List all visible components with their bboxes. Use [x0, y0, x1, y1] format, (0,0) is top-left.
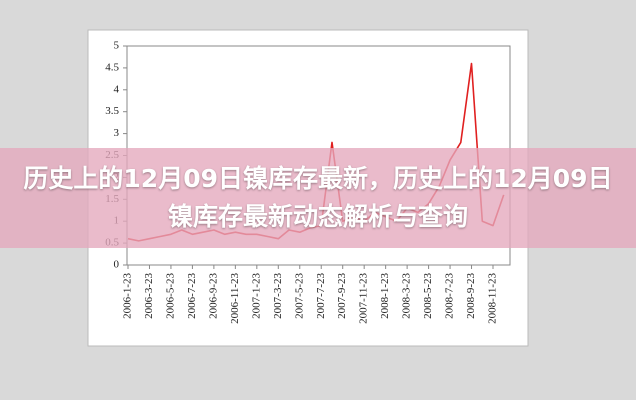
y-tick-label: 3 [114, 127, 120, 139]
title-banner: 历史上的12月09日镍库存最新，历史上的12月09日镍库存最新动态解析与查询 [0, 148, 636, 248]
x-tick-label: 2008-3-23 [401, 273, 413, 319]
x-tick-label: 2006-9-23 [207, 273, 219, 319]
x-tick-label: 2008-5-23 [422, 273, 434, 319]
y-tick-label: 4 [114, 83, 120, 95]
x-tick-label: 2006-5-23 [164, 273, 176, 319]
x-tick-label: 2006-11-23 [229, 273, 241, 324]
x-tick-label: 2008-7-23 [444, 273, 456, 319]
x-tick-label: 2008-1-23 [379, 273, 391, 319]
x-tick-label: 2008-9-23 [465, 273, 477, 319]
x-tick-label: 2006-3-23 [143, 273, 155, 319]
x-tick-label: 2007-11-23 [358, 273, 370, 324]
x-tick-label: 2007-7-23 [315, 273, 327, 319]
y-tick-label: 3.5 [105, 105, 119, 117]
y-tick-label: 5 [114, 40, 120, 52]
title: 历史上的12月09日镍库存最新，历史上的12月09日镍库存最新动态解析与查询 [23, 164, 613, 231]
y-tick-label: 0 [114, 259, 120, 271]
x-tick-label: 2007-1-23 [250, 273, 262, 319]
x-tick-label: 2006-7-23 [186, 273, 198, 319]
x-tick-label: 2007-5-23 [293, 273, 305, 319]
x-tick-label: 2006-1-23 [122, 273, 134, 319]
y-tick-label: 4.5 [105, 61, 119, 73]
x-tick-label: 2007-9-23 [336, 273, 348, 319]
x-tick-label: 2008-11-23 [487, 273, 499, 324]
x-tick-label: 2007-3-23 [272, 273, 284, 319]
